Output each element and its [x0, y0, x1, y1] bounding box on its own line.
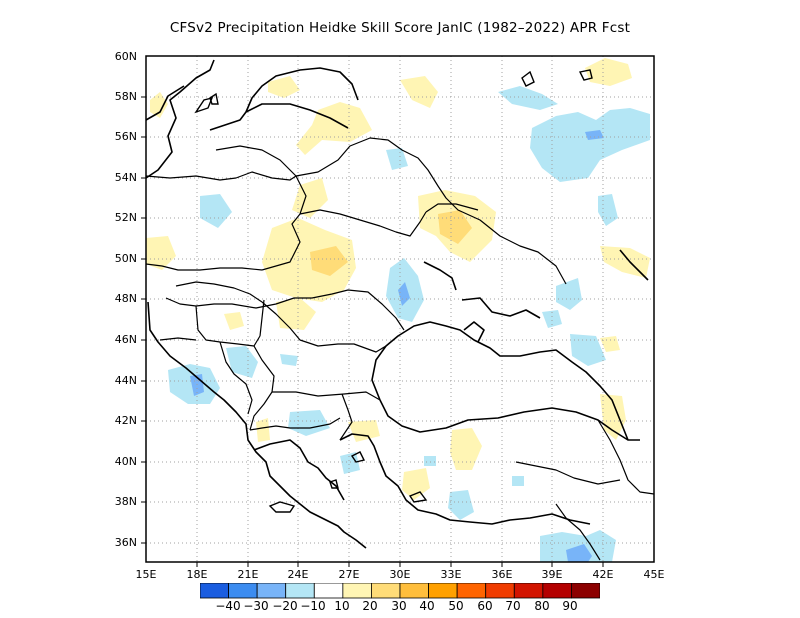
colorbar-label: 50 [448, 599, 464, 613]
colorbar-swatch [342, 583, 372, 599]
lon-label: 36E [491, 568, 513, 581]
lon-label: 30E [389, 568, 411, 581]
colorbar-swatch [256, 583, 287, 599]
lat-label: 48N [114, 292, 137, 305]
lon-label: 45E [643, 568, 665, 581]
colorbar-swatch [371, 583, 401, 599]
lat-lon-grid [146, 56, 654, 562]
colorbar-swatch [571, 583, 600, 599]
lon-label: 21E [237, 568, 259, 581]
lon-label: 18E [186, 568, 208, 581]
lon-label: 27E [338, 568, 360, 581]
islands [194, 69, 593, 513]
colorbar-swatch [285, 583, 315, 599]
colorbar-label: 30 [391, 599, 407, 613]
colorbar-label: 80 [534, 599, 550, 613]
colorbar-label: 90 [562, 599, 578, 613]
colorbar-label: −40 [215, 599, 241, 613]
colorbar [200, 583, 600, 599]
lat-label: 40N [114, 455, 137, 468]
lon-label: 24E [287, 568, 309, 581]
colorbar-swatch [228, 583, 258, 599]
colorbar-swatch [456, 583, 487, 599]
lat-label: 36N [114, 536, 137, 549]
colorbar-label: 10 [334, 599, 350, 613]
negative-skill-regions [168, 86, 650, 562]
coastlines [145, 59, 649, 549]
lon-label: 39E [541, 568, 563, 581]
colorbar-label: −20 [272, 599, 298, 613]
colorbar-label: −10 [300, 599, 326, 613]
lat-label: 54N [114, 171, 137, 184]
positive-skill-regions [146, 58, 650, 500]
lat-label: 44N [114, 374, 137, 387]
colorbar-label: 20 [362, 599, 378, 613]
colorbar-label: −30 [243, 599, 269, 613]
colorbar-swatch [513, 583, 544, 599]
lat-label: 56N [114, 130, 137, 143]
lat-label: 52N [114, 211, 137, 224]
tick-marks [141, 96, 604, 567]
lat-label: 46N [114, 333, 137, 346]
lon-label: 33E [440, 568, 462, 581]
colorbar-swatch [313, 583, 344, 599]
colorbar-label: 60 [477, 599, 493, 613]
lon-label: 15E [135, 568, 157, 581]
lat-label: 60N [114, 50, 137, 63]
map-title: CFSv2 Precipitation Heidke Skill Score J… [169, 20, 631, 36]
colorbar-swatch [200, 583, 229, 599]
lat-label: 42N [114, 414, 137, 427]
colorbar-swatch [428, 583, 458, 599]
colorbar-swatch [399, 583, 429, 599]
country-borders [145, 137, 655, 561]
lat-label: 50N [114, 252, 137, 265]
lat-label: 58N [114, 90, 137, 103]
colorbar-swatch [542, 583, 572, 599]
colorbar-swatch [485, 583, 515, 599]
colorbar-label: 70 [505, 599, 521, 613]
lat-label: 38N [114, 495, 137, 508]
lon-label: 42E [592, 568, 614, 581]
colorbar-label: 40 [419, 599, 435, 613]
